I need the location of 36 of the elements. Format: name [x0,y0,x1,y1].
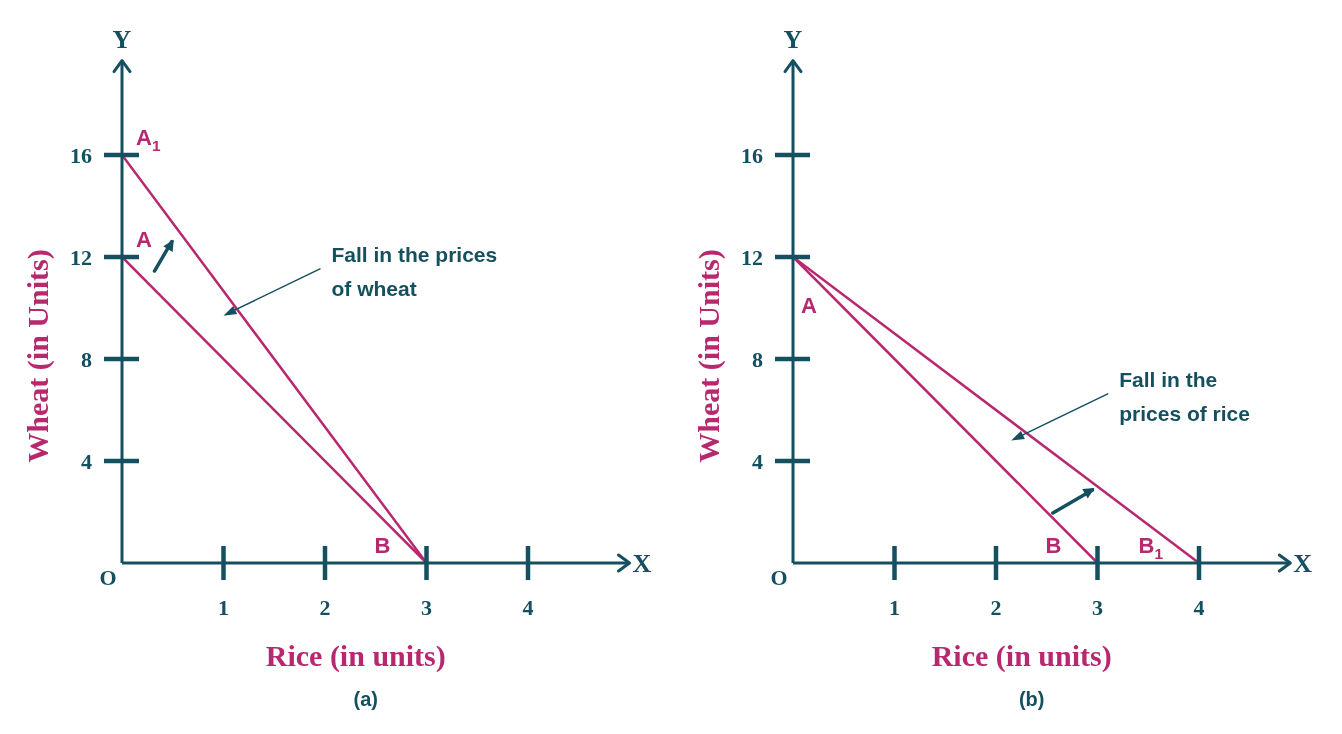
text: Y [112,25,132,55]
x-tick-label: 4 [1193,594,1205,620]
y-tick-label: 12 [741,244,763,270]
x-axis-title: Rice (in units) [265,638,446,673]
text: Y [783,25,803,55]
x-tick-label: 1 [889,594,900,620]
annotation: B [1045,532,1062,558]
y-tick-label: 12 [70,244,92,270]
text: X [632,548,652,578]
x-tick-label: 3 [1092,594,1103,620]
x-tick-label: 4 [522,594,534,620]
annotation: A [801,292,817,318]
text: O [770,564,788,590]
text: X [1293,548,1313,578]
text: (b) [1018,688,1045,710]
y-axis-title: Wheat (in Units) [20,249,55,463]
x-tick-label: 2 [990,594,1002,620]
y-tick-label: 8 [81,346,92,372]
y-tick-label: 16 [70,142,92,168]
x-tick-label: 2 [319,594,331,620]
y-tick-label: 4 [81,448,92,474]
x-axis-title: Rice (in units) [931,638,1112,673]
annotation: Fall in the prices of wheat [331,242,498,300]
y-axis-title: Wheat (in Units) [691,249,726,463]
y-tick-label: 8 [752,346,763,372]
annotation: Fall in the prices of rice [1119,367,1250,425]
annotation: A [136,226,152,252]
y-tick-label: 16 [741,142,763,168]
text: (a) [353,688,378,710]
text: O [99,564,117,590]
y-tick-label: 4 [752,448,763,474]
x-tick-label: 3 [421,594,432,620]
annotation: B [374,532,391,558]
annotation: A$_{1}$ [136,124,161,154]
x-tick-label: 1 [218,594,229,620]
annotation: B$_{1}$ [1138,532,1164,562]
